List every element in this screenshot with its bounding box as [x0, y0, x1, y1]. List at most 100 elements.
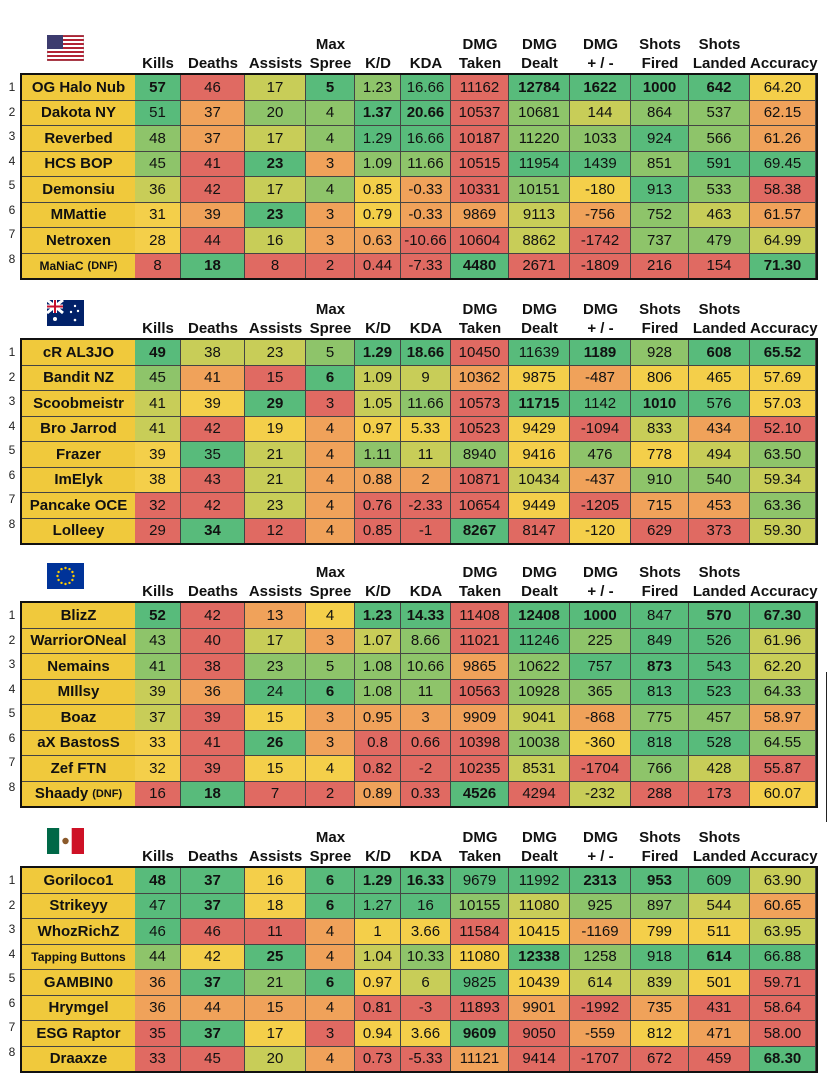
stat-cell-deaths: 41 [181, 365, 245, 390]
column-header: Deaths [181, 563, 245, 601]
player-name-text: ImElyk [54, 471, 103, 489]
stat-cell-accuracy: 63.95 [750, 919, 816, 944]
row-number: 6 [8, 730, 16, 745]
stat-cell-max-spree: 3 [306, 391, 355, 416]
stat-cell-max-spree: 3 [306, 1021, 355, 1046]
stat-cell-k-d: 1 [355, 919, 401, 944]
stat-cell-kda: -0.33 [401, 202, 451, 227]
stat-cell-kills: 16 [135, 781, 181, 806]
column-header: Deaths [181, 828, 245, 866]
header-line-2: Kills [142, 848, 174, 865]
header-line-2: K/D [365, 55, 391, 72]
stat-cell-dmg-taken: 9825 [451, 970, 509, 995]
stat-cell-shots-fired: 849 [631, 628, 689, 653]
stat-cell-assists: 18 [245, 893, 306, 918]
row-number: 4 [8, 418, 16, 433]
player-name: MMattie [22, 202, 136, 227]
stat-cell-k-d: 0.82 [355, 756, 401, 781]
stat-cell-dmg-taken: 10523 [451, 416, 509, 441]
table-row: Reverbed 48 37 17 4 1.29 16.66 10187 11220 1033 92… [22, 126, 816, 152]
stat-cell-assists: 19 [245, 416, 306, 441]
stats-table: BlizZ 52 42 13 4 1.23 14.33 11408 12408 1000 847 57… [20, 601, 818, 808]
header-line-2: KDA [409, 55, 443, 72]
player-name: aX BastosS [22, 730, 136, 755]
team-block: Kills Deaths Assists Max Spree K/D KDA DMG T… [0, 32, 829, 280]
stat-cell-kills: 31 [135, 202, 181, 227]
stat-cell-assists: 24 [245, 679, 306, 704]
stat-cell-k-d: 1.09 [355, 151, 401, 176]
table-row: MIllsy 39 36 24 6 1.08 11 10563 10928 365 813 523 64… [22, 679, 816, 705]
stat-cell-deaths: 41 [181, 730, 245, 755]
column-header: K/D [355, 35, 401, 73]
stat-cell-deaths: 39 [181, 705, 245, 730]
row-number: 1 [8, 80, 16, 94]
header-line-2: K/D [365, 848, 391, 865]
stat-cell-kda: 20.66 [401, 100, 451, 125]
stat-cell-dmg-dealt: 12338 [509, 944, 570, 969]
stat-cell-assists: 15 [245, 995, 306, 1020]
stat-cell-max-spree: 6 [306, 365, 355, 390]
header-line-1 [245, 35, 306, 54]
stat-cell-kda: 10.66 [401, 654, 451, 679]
stat-cell-max-spree: 4 [306, 100, 355, 125]
header-line-1: Max [315, 564, 346, 581]
stat-cell-shots-landed: 511 [689, 919, 750, 944]
stat-cell-kda: 0.66 [401, 730, 451, 755]
stat-cell-max-spree: 4 [306, 126, 355, 151]
stat-cell-dmg-taken: 10235 [451, 756, 509, 781]
stat-cell-dmg-dealt: 10622 [509, 654, 570, 679]
stat-cell-kda: -1 [401, 518, 451, 543]
row-number: 2 [8, 632, 16, 647]
player-name: BlizZ [22, 603, 136, 628]
header-line-2: Landed [692, 583, 747, 600]
stat-cell-accuracy: 55.87 [750, 756, 816, 781]
row-number: 7 [8, 227, 16, 241]
row-number: 2 [8, 897, 16, 912]
stat-cell-assists: 17 [245, 1021, 306, 1046]
header-line-2: Fired [641, 320, 679, 337]
stat-cell-deaths: 42 [181, 493, 245, 518]
column-header: DMG + / - [570, 35, 631, 73]
stat-cell-assists: 17 [245, 177, 306, 202]
stat-cell-dmg: 1033 [570, 126, 631, 151]
stat-cell-dmg: -437 [570, 467, 631, 492]
player-name-text: OG Halo Nub [31, 78, 126, 96]
header-line-2: Spree [309, 55, 352, 72]
table-row: Bandit NZ 45 41 15 6 1.09 9 10362 9875 -487 806 465… [22, 365, 816, 391]
table-row: MaNiaC (DNF) 8 18 8 2 0.44 -7.33 4480 2671 -1809 21… [22, 253, 816, 278]
header-line-1: Shots [639, 564, 681, 581]
stat-cell-dmg: -1205 [570, 493, 631, 518]
stat-cell-shots-fired: 847 [631, 603, 689, 628]
stat-cell-deaths: 34 [181, 518, 245, 543]
header-line-2: Dealt [521, 55, 558, 72]
stat-cell-kda: 16.33 [401, 868, 451, 893]
stat-cell-k-d: 0.85 [355, 177, 401, 202]
row-number: 6 [8, 202, 16, 217]
stat-cell-kda: -2.33 [401, 493, 451, 518]
stat-cell-shots-fired: 851 [631, 151, 689, 176]
stat-cell-dmg-dealt: 11246 [509, 628, 570, 653]
stat-cell-k-d: 0.63 [355, 228, 401, 253]
stat-cell-shots-landed: 494 [689, 442, 750, 467]
header-line-2: Fired [641, 583, 679, 600]
row-number: 6 [8, 995, 16, 1010]
stat-cell-assists: 23 [245, 654, 306, 679]
stat-cell-accuracy: 60.65 [750, 893, 816, 918]
stat-cell-dmg: -1707 [570, 1046, 631, 1071]
header-line-1: DMG [522, 36, 557, 53]
stat-cell-max-spree: 5 [306, 340, 355, 365]
stat-cell-kda: -10.66 [401, 228, 451, 253]
header-line-2: Landed [692, 320, 747, 337]
column-header: KDA [401, 35, 451, 73]
header-line-1: Max [315, 829, 346, 846]
column-header: Shots Fired [631, 563, 689, 601]
stat-cell-dmg: 365 [570, 679, 631, 704]
header-line-2: Accuracy [750, 320, 818, 337]
stat-cell-dmg-dealt: 11992 [509, 868, 570, 893]
header-line-1 [135, 35, 181, 54]
column-header: Assists [245, 828, 306, 866]
table-row: Draaxze 33 45 20 4 0.73 -5.33 11121 9414 -1707 672… [22, 1046, 816, 1071]
stat-cell-deaths: 46 [181, 919, 245, 944]
header-line-2: Kills [142, 583, 174, 600]
player-name: Goriloco1 [22, 868, 136, 893]
